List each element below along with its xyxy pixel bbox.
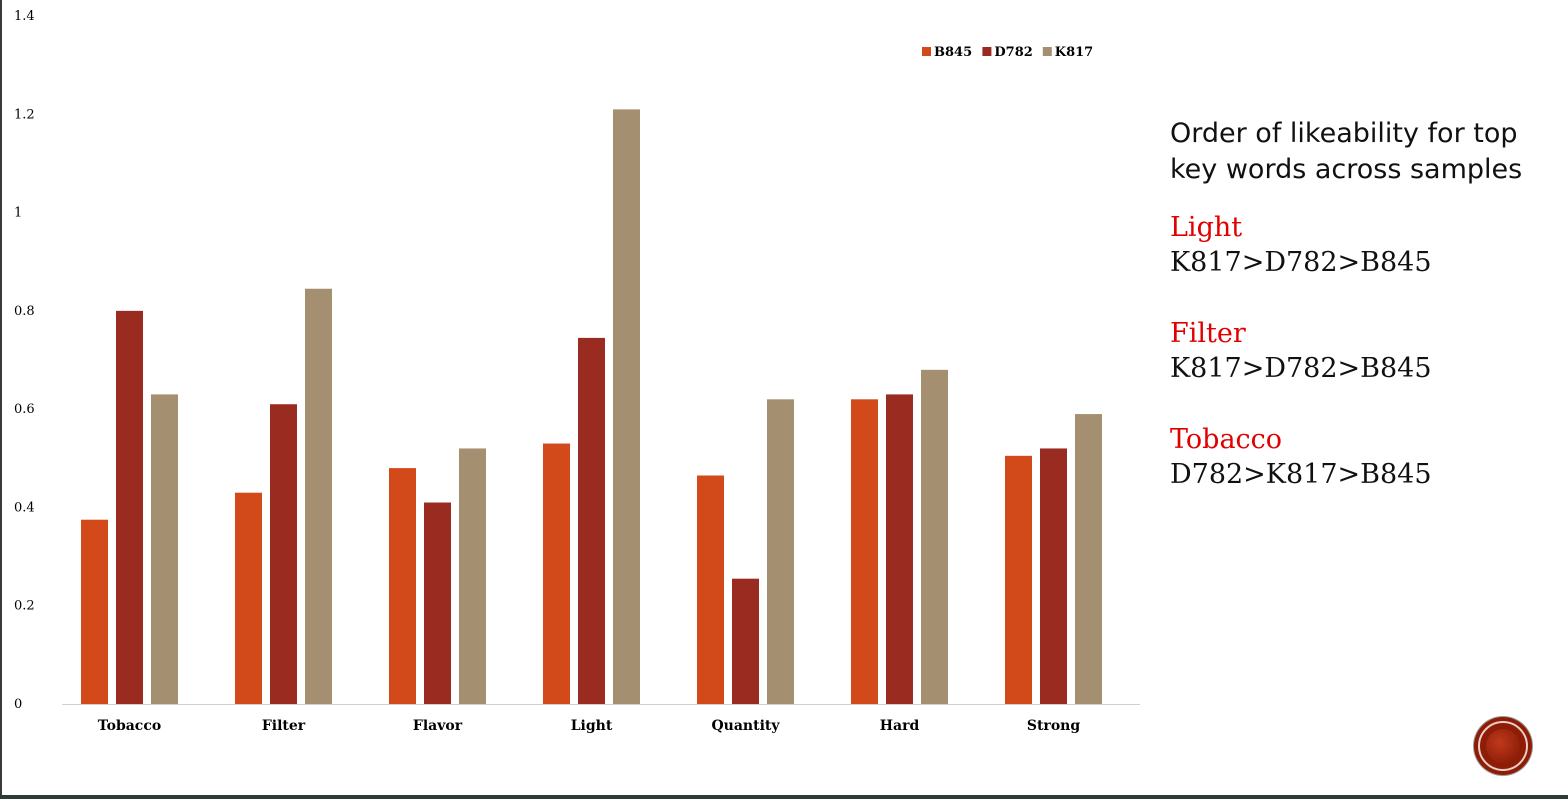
bar-k817 <box>1075 414 1102 704</box>
x-category-label: Flavor <box>413 718 463 734</box>
logo-core <box>1486 729 1520 763</box>
bar-b845 <box>389 468 416 704</box>
note-keyword: Filter <box>1170 318 1246 349</box>
circle-logo-icon <box>1474 717 1532 775</box>
bar-k817 <box>151 394 178 704</box>
note-order: D782>K817>B845 <box>1170 459 1432 490</box>
x-category-label: Strong <box>1027 718 1080 734</box>
bar-k817 <box>767 399 794 704</box>
bar-d782 <box>732 578 759 704</box>
note-item-light: Light K817>D782>B845 <box>1170 210 1560 280</box>
y-tick-label: 1.4 <box>14 9 35 24</box>
note-item-tobacco: Tobacco D782>K817>B845 <box>1170 422 1560 492</box>
x-category-label: Tobacco <box>98 718 161 734</box>
bar-b845 <box>543 443 570 704</box>
y-tick-label: 0 <box>14 697 22 712</box>
bar-d782 <box>886 394 913 704</box>
y-tick-label: 0.4 <box>14 500 35 515</box>
legend-swatch <box>922 47 931 56</box>
notes-heading: Order of likeability for top key words a… <box>1170 118 1523 185</box>
bar-b845 <box>851 399 878 704</box>
bar-d782 <box>116 310 143 704</box>
legend-swatch <box>1042 47 1052 56</box>
legend-label: D782 <box>994 45 1032 60</box>
bar-k817 <box>305 288 332 704</box>
note-keyword: Tobacco <box>1170 424 1283 455</box>
x-category-label: Hard <box>880 718 920 734</box>
bar-d782 <box>1040 448 1067 704</box>
bar-b845 <box>697 475 724 704</box>
note-keyword: Light <box>1170 212 1243 243</box>
y-tick-label: 0.2 <box>14 599 35 614</box>
y-tick-label: 0.6 <box>14 402 35 417</box>
bar-k817 <box>613 109 640 704</box>
legend-label: B845 <box>934 45 972 60</box>
note-item-filter: Filter K817>D782>B845 <box>1170 316 1560 386</box>
bar-d782 <box>270 404 297 704</box>
y-tick-label: 1.2 <box>14 107 35 122</box>
x-category-label: Quantity <box>711 718 780 734</box>
y-tick-label: 1 <box>14 206 22 221</box>
logo-ring <box>1478 721 1528 771</box>
bar-k817 <box>921 369 948 704</box>
bottom-rule <box>0 795 1568 799</box>
bar-b845 <box>1005 455 1032 704</box>
bar-chart: 0 0.2 0.4 0.6 0.8 1 1.2 1.4 Tobacco Filter Flavor L… <box>14 9 1140 734</box>
bar-d782 <box>424 502 451 704</box>
x-category-label: Filter <box>262 718 306 734</box>
note-order: K817>D782>B845 <box>1170 353 1432 384</box>
note-order: K817>D782>B845 <box>1170 247 1432 278</box>
bar-k817 <box>459 448 486 704</box>
x-category-label: Light <box>571 718 613 734</box>
legend-swatch <box>982 47 992 56</box>
bar-b845 <box>81 519 108 704</box>
bar-b845 <box>235 492 262 704</box>
y-tick-label: 0.8 <box>14 304 35 319</box>
legend-label: K817 <box>1055 45 1093 60</box>
bar-d782 <box>578 337 605 704</box>
likeability-notes: Order of likeability for top key words a… <box>1170 116 1560 528</box>
